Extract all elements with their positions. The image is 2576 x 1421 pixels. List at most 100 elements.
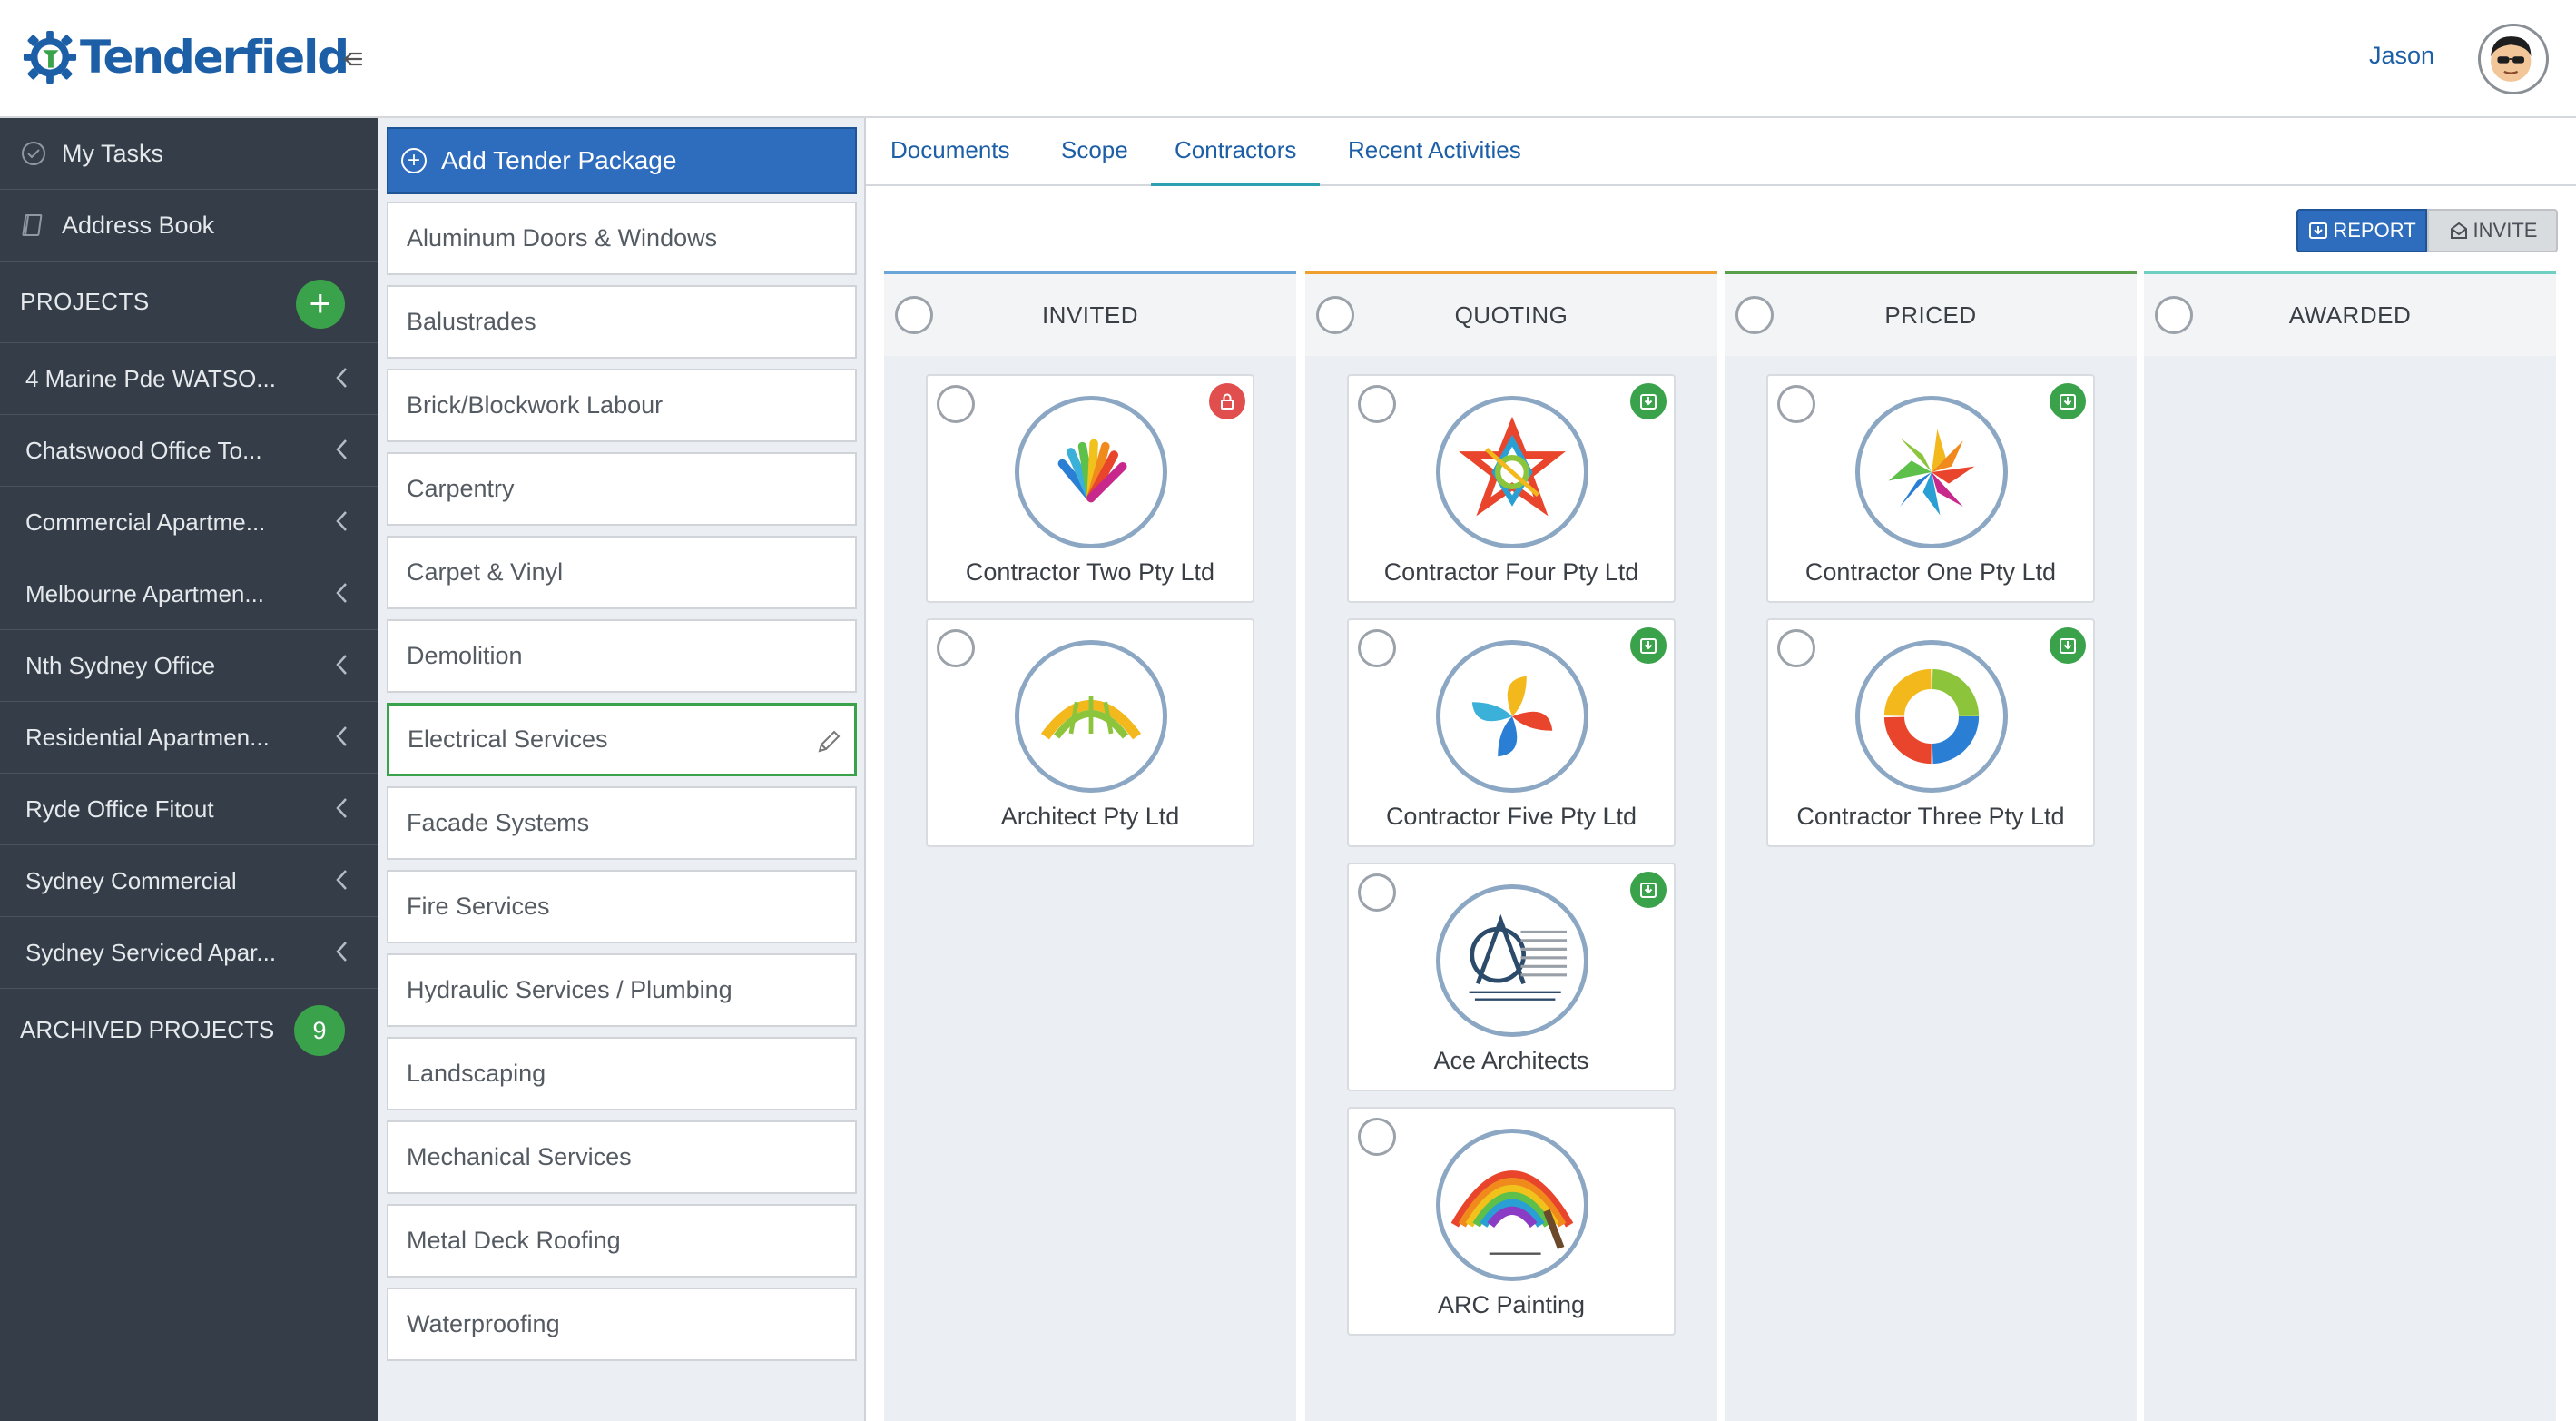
- select-radio[interactable]: [1358, 873, 1396, 912]
- select-all-radio[interactable]: [2155, 296, 2193, 334]
- select-radio[interactable]: [937, 629, 975, 667]
- sidebar-project-item[interactable]: Chatswood Office To...: [0, 415, 378, 487]
- pencil-icon[interactable]: [814, 727, 843, 756]
- chevron-left-icon: [336, 870, 347, 890]
- sidebar-project-item[interactable]: Commercial Apartme...: [0, 487, 378, 558]
- add-tender-package-button[interactable]: + Add Tender Package: [387, 127, 857, 194]
- book-icon: [20, 212, 47, 239]
- chevron-left-icon: [336, 439, 347, 459]
- package-item[interactable]: Carpet & Vinyl: [387, 536, 857, 609]
- top-bar: Tenderfield Jason: [0, 0, 2576, 118]
- select-all-radio[interactable]: [1735, 296, 1774, 334]
- gear-logo-icon: [23, 30, 77, 84]
- sidebar-item-label: Address Book: [62, 211, 215, 239]
- select-radio[interactable]: [1777, 629, 1815, 667]
- contractor-card[interactable]: Architect Pty Ltd: [926, 618, 1254, 847]
- contractor-card[interactable]: Contractor Two Pty Ltd: [926, 374, 1254, 603]
- plus-circle-icon: +: [401, 148, 427, 173]
- chevron-left-icon: [336, 368, 347, 388]
- package-item[interactable]: Aluminum Doors & Windows: [387, 202, 857, 275]
- package-item[interactable]: Carpentry: [387, 452, 857, 526]
- package-item[interactable]: Fire Services: [387, 870, 857, 943]
- contractor-name: Contractor Four Pty Ltd: [1383, 558, 1639, 586]
- sidebar-item-label: My Tasks: [62, 139, 164, 167]
- contractor-name: Ace Architects: [1433, 1047, 1589, 1074]
- sidebar-project-item[interactable]: Ryde Office Fitout: [0, 774, 378, 845]
- tab-scope[interactable]: Scope: [1061, 136, 1128, 163]
- brand-logo[interactable]: Tenderfield: [22, 25, 349, 89]
- package-item-active[interactable]: Electrical Services: [387, 703, 857, 776]
- select-radio[interactable]: [1777, 385, 1815, 423]
- contractor-card[interactable]: Contractor One Pty Ltd: [1766, 374, 2095, 603]
- package-item[interactable]: Balustrades: [387, 285, 857, 359]
- package-item[interactable]: Mechanical Services: [387, 1120, 857, 1194]
- tab-recent-activities[interactable]: Recent Activities: [1348, 136, 1521, 163]
- lane-awarded: AWARDED: [2144, 271, 2556, 1421]
- lock-icon[interactable]: [1209, 383, 1245, 419]
- contractor-card[interactable]: Contractor Four Pty Ltd: [1347, 374, 1676, 603]
- invite-button[interactable]: INVITE: [2427, 209, 2558, 252]
- contractor-name: Contractor Five Pty Ltd: [1385, 803, 1637, 830]
- chevron-left-icon: [336, 726, 347, 746]
- package-item[interactable]: Metal Deck Roofing: [387, 1204, 857, 1278]
- contractor-name: Contractor Three Pty Ltd: [1796, 803, 2065, 830]
- tab-bar: Documents Scope Contractors Recent Activ…: [866, 118, 2576, 186]
- sidebar: My Tasks Address Book PROJECTS + 4 Marin…: [0, 118, 378, 1421]
- chevron-left-icon: [336, 942, 347, 962]
- download-icon[interactable]: [1630, 383, 1667, 419]
- tab-documents[interactable]: Documents: [890, 136, 1010, 163]
- package-item[interactable]: Landscaping: [387, 1037, 857, 1110]
- projects-label: PROJECTS: [20, 288, 150, 315]
- select-radio[interactable]: [937, 385, 975, 423]
- select-radio[interactable]: [1358, 1118, 1396, 1156]
- archived-projects-label: ARCHIVED PROJECTS: [20, 1015, 275, 1043]
- contractor-card[interactable]: Contractor Three Pty Ltd: [1766, 618, 2095, 847]
- add-project-button[interactable]: +: [296, 280, 345, 329]
- contractor-card[interactable]: ARC Painting: [1347, 1107, 1676, 1336]
- report-button[interactable]: REPORT: [2296, 209, 2427, 252]
- sidebar-project-item[interactable]: Residential Apartmen...: [0, 702, 378, 774]
- contractor-logo: [1436, 884, 1588, 1037]
- select-radio[interactable]: [1358, 629, 1396, 667]
- sidebar-project-item[interactable]: Sydney Commercial: [0, 845, 378, 917]
- sidebar-project-item[interactable]: Nth Sydney Office: [0, 630, 378, 702]
- sidebar-project-item[interactable]: Melbourne Apartmen...: [0, 558, 378, 630]
- tab-contractors[interactable]: Contractors: [1151, 136, 1321, 186]
- contractor-card[interactable]: Contractor Five Pty Ltd: [1347, 618, 1676, 847]
- download-icon[interactable]: [2050, 383, 2086, 419]
- download-icon[interactable]: [2050, 627, 2086, 664]
- contractor-logo: [1436, 1129, 1588, 1281]
- package-item[interactable]: Hydraulic Services / Plumbing: [387, 953, 857, 1027]
- select-all-radio[interactable]: [895, 296, 933, 334]
- lane-quoting: QUOTING Contractor Four Pty Ltd: [1305, 271, 1717, 1421]
- brand-name: Tenderfield: [80, 31, 349, 84]
- download-icon[interactable]: [1630, 627, 1667, 664]
- projects-header: PROJECTS +: [0, 262, 378, 343]
- contractor-logo: [1855, 640, 2008, 793]
- chevron-left-icon: [336, 583, 347, 603]
- package-item[interactable]: Waterproofing: [387, 1288, 857, 1361]
- main-content: Documents Scope Contractors Recent Activ…: [866, 118, 2576, 1421]
- lane-title: QUOTING: [1454, 301, 1568, 329]
- lane-header: QUOTING: [1305, 271, 1717, 356]
- contractor-logo: [1015, 396, 1167, 548]
- sidebar-item-my-tasks[interactable]: My Tasks: [0, 118, 378, 190]
- download-icon: [2309, 222, 2328, 239]
- download-icon[interactable]: [1630, 872, 1667, 908]
- check-circle-icon: [20, 140, 47, 167]
- package-item[interactable]: Brick/Blockwork Labour: [387, 369, 857, 442]
- sidebar-item-address-book[interactable]: Address Book: [0, 190, 378, 262]
- archived-projects[interactable]: ARCHIVED PROJECTS 9: [0, 989, 378, 1071]
- package-item[interactable]: Facade Systems: [387, 786, 857, 860]
- sidebar-project-item[interactable]: Sydney Serviced Apar...: [0, 917, 378, 989]
- collapse-sidebar-icon[interactable]: [336, 44, 367, 74]
- chevron-left-icon: [336, 655, 347, 675]
- package-item[interactable]: Demolition: [387, 619, 857, 693]
- avatar[interactable]: [2478, 24, 2549, 94]
- user-name[interactable]: Jason: [2368, 42, 2434, 69]
- contractor-card[interactable]: Ace Architects: [1347, 863, 1676, 1091]
- select-radio[interactable]: [1358, 385, 1396, 423]
- lane-title: PRICED: [1884, 301, 1977, 329]
- sidebar-project-item[interactable]: 4 Marine Pde WATSO...: [0, 343, 378, 415]
- select-all-radio[interactable]: [1316, 296, 1354, 334]
